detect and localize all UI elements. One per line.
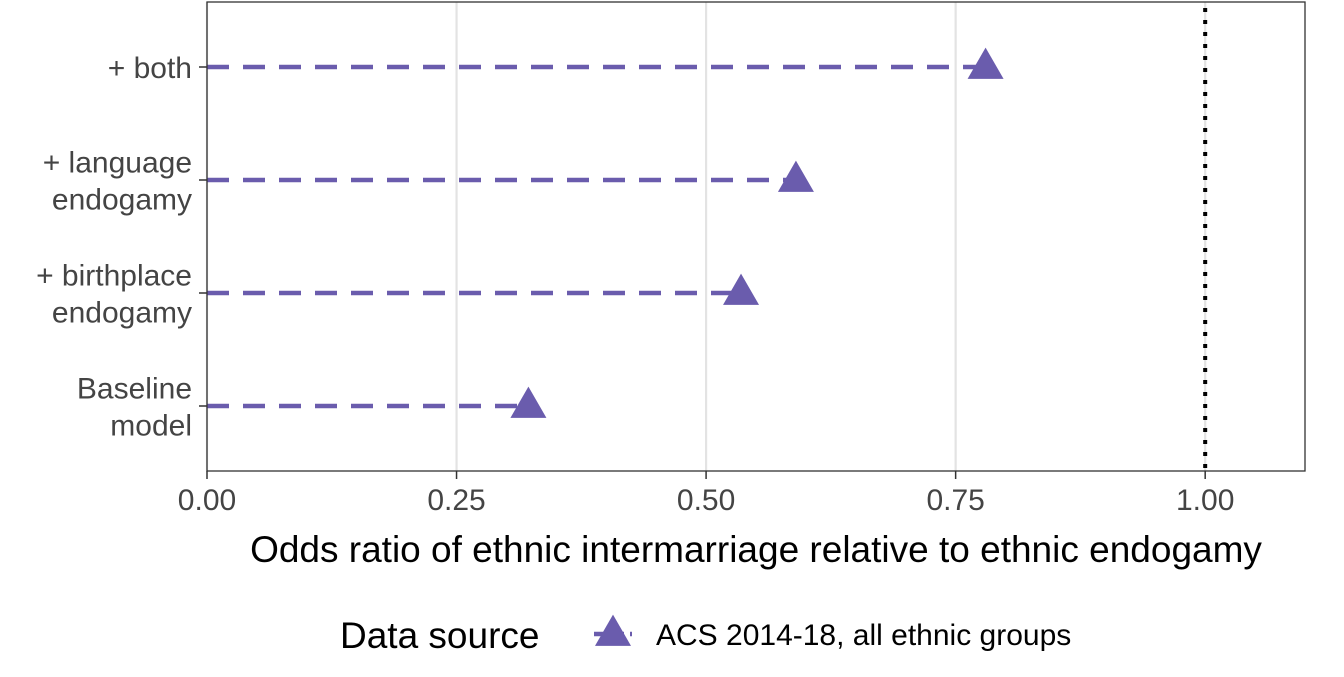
axes-layer: 0.00 0.25 0.50 0.75 1.00 + both + language endo…	[36, 52, 1234, 517]
data-point-triangle	[777, 160, 814, 192]
x-tick-label: 0.25	[427, 484, 485, 517]
x-tick-label: 0.00	[178, 484, 236, 517]
x-tick-label: 0.50	[677, 484, 735, 517]
legend-title: Data source	[340, 615, 540, 656]
data-point-triangle	[510, 386, 547, 418]
legend-key-triangle	[595, 614, 631, 646]
y-tick-label: + birthplace endogamy	[36, 260, 192, 330]
y-tick-label: + language endogamy	[43, 147, 192, 217]
legend: Data source ACS 2014-18, all ethnic grou…	[340, 614, 1071, 656]
data-point-triangle	[967, 47, 1004, 79]
y-tick-label: Baseline model	[77, 373, 192, 443]
series-layer	[207, 47, 1004, 418]
x-tick-label: 0.75	[926, 484, 984, 517]
y-tick-label: + both	[108, 52, 192, 85]
data-point-triangle	[723, 273, 760, 305]
plot-panel-border	[206, 1, 1306, 472]
legend-label: ACS 2014-18, all ethnic groups	[656, 619, 1071, 652]
x-axis-title: Odds ratio of ethnic intermarriage relat…	[250, 529, 1262, 570]
x-tick-label: 1.00	[1176, 484, 1234, 517]
grid-lines	[205, 2, 1207, 471]
